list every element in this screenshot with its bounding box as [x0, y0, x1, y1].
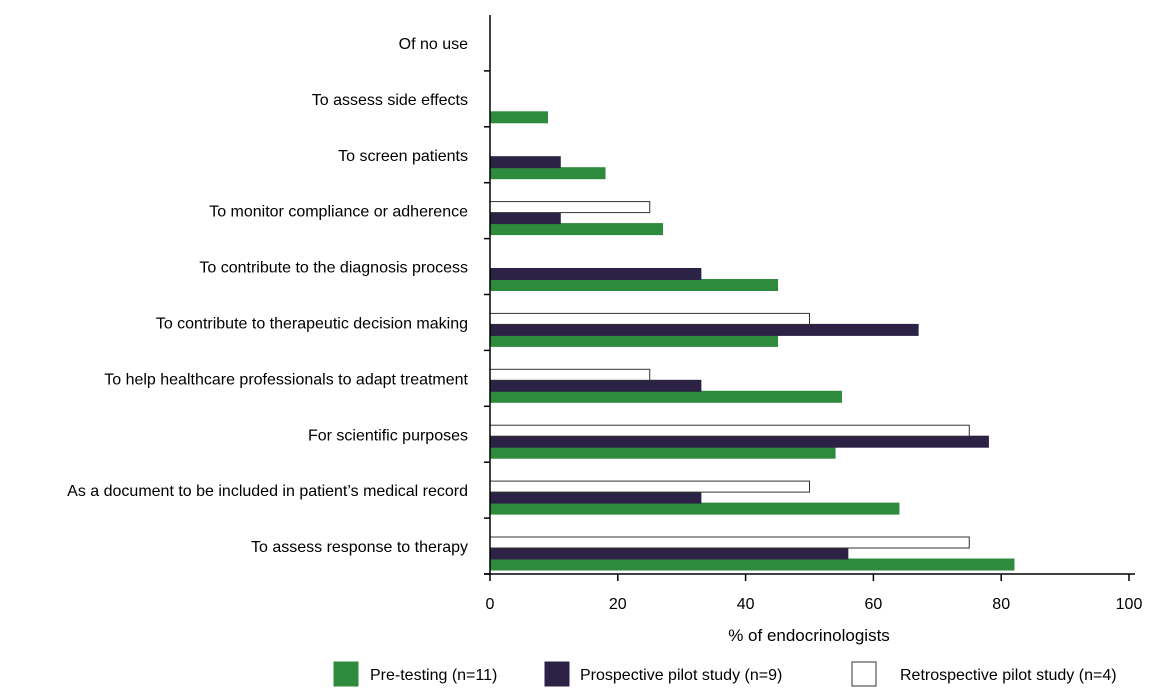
category-label: To help healthcare professionals to adap… [104, 371, 468, 388]
bar-4-series-0 [489, 279, 779, 291]
bar-2-series-0 [489, 167, 606, 180]
bar-3-series-2 [489, 201, 651, 214]
bar-5-series-1 [489, 323, 919, 336]
labels-layer: Of no use To assess side effects To screen… [67, 36, 1142, 613]
bar-8-series-0 [489, 502, 900, 515]
x-tick-label: 100 [1116, 596, 1143, 613]
bar-9-series-0 [489, 558, 1015, 571]
bar-9-series-2 [489, 536, 970, 549]
category-label: As a document to be included in patient’… [67, 483, 468, 500]
bar-3-series-0 [489, 223, 664, 236]
bar-8-series-2 [489, 480, 810, 493]
x-tick-label: 40 [737, 596, 755, 613]
bar-2-series-1 [489, 156, 561, 169]
bar-1-series-0 [489, 111, 549, 124]
legend-swatch-2 [851, 661, 877, 687]
category-label: To assess side effects [312, 92, 468, 109]
bar-7-series-2 [489, 424, 970, 437]
bar-5-series-0 [489, 334, 779, 347]
category-label: To contribute to therapeutic decision ma… [156, 315, 468, 332]
category-label: To assess response to therapy [251, 539, 468, 556]
legend-label-1: Prospective pilot study (n=9) [580, 667, 782, 684]
category-label: Of no use [399, 36, 468, 53]
category-label: To screen patients [338, 148, 468, 165]
x-tick-label: 0 [486, 596, 495, 613]
bar-6-series-2 [489, 368, 651, 381]
bar-9-series-1 [489, 547, 849, 560]
axes-layer [484, 15, 1135, 581]
legend-label-0: Pre-testing (n=11) [370, 667, 497, 684]
bar-7-series-0 [489, 446, 836, 459]
bar-6-series-1 [489, 379, 702, 392]
bar-3-series-1 [489, 212, 561, 225]
x-tick-label: 80 [992, 596, 1010, 613]
category-label: For scientific purposes [308, 427, 468, 444]
legend: Pre-testing (n=11) Prospective pilot stud… [333, 661, 1117, 687]
legend-label-2: Retrospective pilot study (n=4) [900, 667, 1117, 684]
bars-layer [489, 111, 1015, 571]
bar-6-series-0 [489, 390, 842, 403]
x-axis-title: % of endocrinologists [728, 626, 890, 645]
legend-swatch-1 [544, 661, 570, 687]
category-label: To contribute to the diagnosis process [199, 260, 468, 277]
x-tick-label: 60 [865, 596, 883, 613]
bar-4-series-1 [489, 268, 702, 280]
bar-5-series-2 [489, 312, 810, 325]
legend-swatch-0 [333, 661, 359, 687]
x-tick-label: 20 [609, 596, 627, 613]
bar-8-series-1 [489, 491, 702, 504]
category-label: To monitor compliance or adherence [209, 204, 468, 221]
bar-7-series-1 [489, 435, 989, 448]
